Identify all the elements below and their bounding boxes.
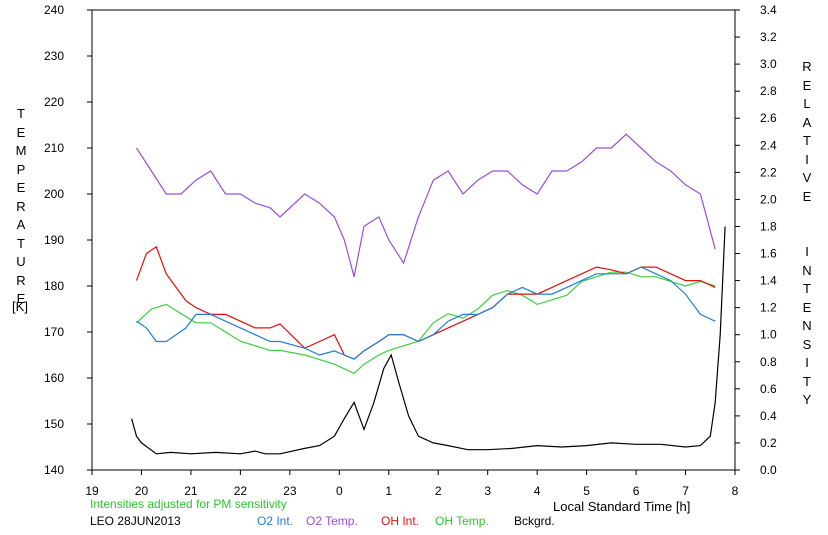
x-axis-label: Local Standard Time [h] — [553, 499, 691, 514]
y-right-tick-label: 1.4 — [760, 274, 777, 288]
x-tick-label: 19 — [85, 484, 99, 498]
x-tick-label: 0 — [336, 484, 343, 498]
series-line-bckgrd — [131, 226, 726, 455]
y-right-tick-label: 2.0 — [760, 192, 777, 206]
series-layer — [131, 133, 726, 455]
plot-frame — [91, 9, 736, 471]
y-left-tick-label: 160 — [44, 371, 64, 385]
y-left-tick-label: 240 — [44, 3, 64, 17]
legend-o2-int: O2 Int. — [257, 514, 294, 528]
legend-oh-int: OH Int. — [381, 514, 420, 528]
y-right-tick-label: 1.8 — [760, 219, 777, 233]
y-right-tick-label: 3.2 — [760, 30, 777, 44]
legend-o2-temp: O2 Temp. — [306, 514, 358, 528]
series-line-oh-temp — [136, 271, 716, 375]
y-right-tick-label: 0.4 — [760, 409, 777, 423]
y-right-tick-label: 0.2 — [760, 436, 777, 450]
y-right-tick-label: 1.6 — [760, 247, 777, 261]
y-right-tick-label: 0.0 — [760, 463, 777, 477]
series-line-o2-int — [136, 266, 716, 360]
y-left-tick-label: 220 — [44, 95, 64, 109]
y-right-tick-label: 2.2 — [760, 165, 777, 179]
x-tick-label: 22 — [234, 484, 248, 498]
x-tick-label: 2 — [435, 484, 442, 498]
y-left-tick-label: 150 — [44, 417, 64, 431]
x-tick-label: 8 — [732, 484, 739, 498]
x-tick-label: 23 — [283, 484, 297, 498]
y-right-tick-label: 1.2 — [760, 301, 777, 315]
x-axis-ticks: 19 20 21 22 23 0 1 2 3 4 5 6 7 8 — [85, 470, 739, 498]
x-tick-label: 20 — [135, 484, 149, 498]
x-tick-label: 1 — [385, 484, 392, 498]
y-right-tick-label: 2.8 — [760, 84, 777, 98]
series-line-o2-temp — [135, 133, 716, 277]
y-left-axis-unit: [K] — [12, 299, 28, 314]
y-right-tick-label: 3.0 — [760, 57, 777, 71]
legend-oh-temp: OH Temp. — [435, 514, 489, 528]
y-left-tick-label: 170 — [44, 325, 64, 339]
y-right-tick-label: 1.0 — [760, 328, 777, 342]
x-tick-label: 7 — [682, 484, 689, 498]
y-left-tick-label: 180 — [44, 279, 64, 293]
y-right-tick-label: 3.4 — [760, 3, 777, 17]
station-date-label: LEO 28JUN2013 — [90, 514, 181, 528]
y-right-tick-label: 2.4 — [760, 138, 777, 152]
legend-bckgrd: Bckgrd. — [514, 514, 555, 528]
x-tick-label: 3 — [484, 484, 491, 498]
y-left-tick-label: 140 — [44, 463, 64, 477]
y-left-tick-label: 190 — [44, 233, 64, 247]
x-tick-label: 6 — [633, 484, 640, 498]
y-right-tick-label: 2.6 — [760, 111, 777, 125]
y-right-tick-label: 0.8 — [760, 355, 777, 369]
series-line-oh-int — [135, 245, 716, 360]
y-left-tick-label: 230 — [44, 49, 64, 63]
x-tick-label: 4 — [534, 484, 541, 498]
y-left-tick-label: 210 — [44, 141, 64, 155]
x-tick-label: 5 — [583, 484, 590, 498]
left-axis-ticks: 140 150 160 170 180 190 200 210 220 230 240 — [44, 3, 92, 477]
y-left-tick-label: 200 — [44, 187, 64, 201]
y-right-tick-label: 0.6 — [760, 382, 777, 396]
right-axis-ticks: 0.0 0.2 0.4 0.6 0.8 1.0 1.2 1.4 1.6 1.8 2.0 2.2 2.4 2… — [735, 3, 777, 477]
adjustment-note: Intensities adjusted for PM sensitivity — [90, 497, 287, 511]
x-tick-label: 21 — [184, 484, 198, 498]
